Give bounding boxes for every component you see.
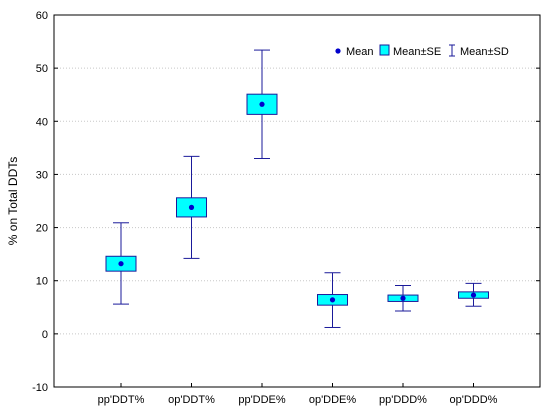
y-tick-label: -10 [32, 382, 48, 394]
y-tick-label: 60 [36, 10, 48, 22]
mean-marker [329, 297, 336, 303]
legend: Mean Mean±SE Mean±SD [335, 44, 509, 58]
y-axis-title: % on Total DDTs [6, 157, 20, 245]
legend-sd-whisker-icon [449, 44, 455, 57]
x-tick-label: op'DDD% [450, 394, 498, 406]
x-tick-label: pp'DDE% [238, 394, 286, 406]
legend-mean-label: Mean [346, 46, 374, 58]
x-axis: pp'DDT% op'DDT% pp'DDE% op'DDE% pp'DDD% op'DD… [98, 383, 498, 406]
y-tick-label: 30 [36, 169, 48, 181]
y-axis: -10 0 10 20 30 40 50 60 [32, 10, 540, 394]
y-tick-label: 40 [36, 116, 48, 128]
y-tick-label: 0 [42, 329, 48, 341]
legend-se-swatch [379, 44, 390, 56]
box-group [105, 222, 137, 305]
box-group [387, 284, 419, 312]
legend-se-label: Mean±SE [393, 46, 441, 58]
x-tick-label: pp'DDT% [98, 394, 145, 406]
plot-frame [53, 14, 541, 388]
x-tick-label: op'DDT% [168, 394, 215, 406]
grid-lines [54, 67, 540, 335]
box-group [458, 282, 489, 307]
box-series [105, 49, 489, 328]
mean-marker [259, 101, 265, 107]
y-tick-label: 50 [36, 63, 48, 75]
mean-marker [118, 261, 124, 267]
box-group [246, 49, 278, 159]
legend-sd-label: Mean±SD [460, 46, 509, 58]
mean-marker [188, 204, 195, 210]
y-tick-label: 20 [36, 223, 48, 235]
mean-marker [470, 292, 477, 298]
legend-mean-marker [335, 48, 341, 54]
x-tick-label: op'DDE% [309, 394, 357, 406]
box-group [176, 155, 207, 259]
x-tick-label: pp'DDD% [379, 394, 427, 406]
y-tick-label: 10 [36, 276, 48, 288]
mean-marker [400, 295, 406, 301]
box-group [317, 272, 348, 328]
